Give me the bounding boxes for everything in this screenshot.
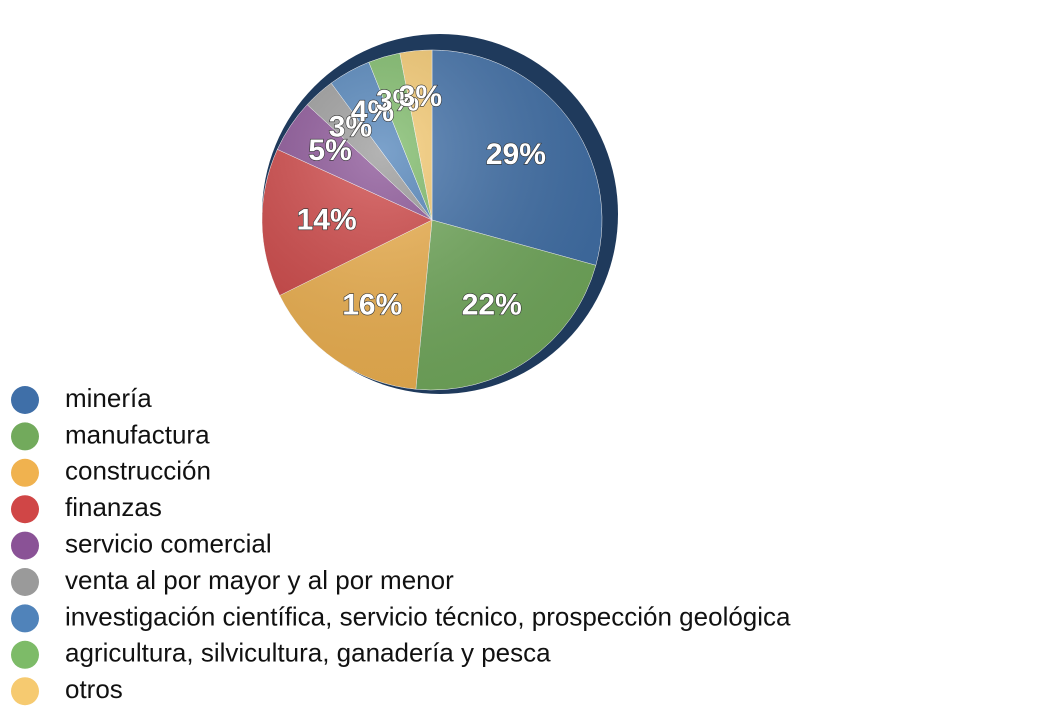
legend-swatch — [11, 495, 39, 524]
legend-swatch — [11, 568, 39, 596]
legend-label: servicio comercial — [65, 528, 272, 558]
legend-swatch — [11, 640, 39, 669]
data-label: 5% — [308, 134, 351, 167]
data-label: 14% — [297, 204, 357, 237]
legend-swatch — [11, 422, 39, 451]
legend-swatch — [11, 677, 39, 706]
legend-label: minería — [65, 383, 152, 413]
legend-label: construcción — [65, 456, 211, 486]
legend-swatch — [11, 458, 39, 487]
data-label: 3% — [329, 111, 372, 144]
legend-label: finanzas — [65, 492, 162, 522]
data-label: 3% — [376, 84, 419, 117]
pie-shine — [262, 50, 602, 390]
data-label: 3% — [399, 80, 442, 113]
data-label: 16% — [342, 289, 402, 322]
legend-label: investigación científica, servicio técni… — [65, 601, 791, 631]
data-label: 22% — [462, 289, 522, 322]
data-label: 29% — [486, 138, 546, 171]
legend-label: otros — [65, 674, 123, 704]
legend-swatch — [11, 531, 39, 560]
legend-label: manufactura — [65, 419, 210, 449]
data-label: 4% — [351, 95, 394, 128]
legend-swatch — [11, 386, 39, 414]
legend-label: venta al por mayor y al por menor — [65, 565, 454, 595]
legend-label: agricultura, silvicultura, ganadería y p… — [65, 638, 551, 668]
legend-swatch — [11, 604, 39, 633]
